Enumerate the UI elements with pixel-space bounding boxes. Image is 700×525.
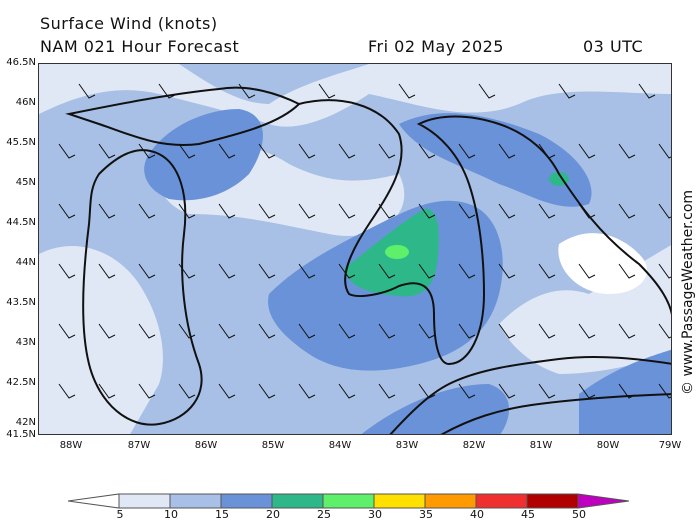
legend-cell bbox=[271, 493, 324, 509]
forecast-time: 03 UTC bbox=[583, 37, 644, 56]
legend-colorbar bbox=[68, 493, 630, 509]
lat-label: 42N bbox=[15, 417, 36, 428]
watermark: © www.PassageWeather.com bbox=[680, 190, 696, 395]
legend-label: 25 bbox=[317, 508, 331, 521]
calm-zone bbox=[558, 233, 648, 294]
watermark-text: © www.PassageWeather.com bbox=[680, 190, 696, 395]
lat-label: 43.5N bbox=[6, 297, 36, 308]
forecast-label: NAM 021 Hour Forecast bbox=[40, 37, 240, 56]
lon-label: 83W bbox=[395, 440, 419, 451]
legend-label: 40 bbox=[470, 508, 484, 521]
lon-label: 86W bbox=[194, 440, 218, 451]
wind-map[interactable] bbox=[38, 63, 672, 435]
lake-erie-shoreline bbox=[389, 355, 671, 434]
legend-label: 5 bbox=[116, 508, 124, 521]
moderate-wind-zone bbox=[144, 109, 263, 201]
legend-label: 45 bbox=[521, 508, 535, 521]
legend-label: 30 bbox=[368, 508, 382, 521]
legend-label: 20 bbox=[266, 508, 280, 521]
legend-cells bbox=[68, 493, 630, 509]
legend-cell bbox=[373, 493, 426, 509]
legend-cell bbox=[220, 493, 273, 509]
lat-label: 45N bbox=[15, 177, 36, 188]
lat-label: 45.5N bbox=[6, 137, 36, 148]
lat-label: 46.5N bbox=[6, 57, 36, 68]
legend-arrow-low bbox=[68, 493, 120, 509]
legend-label: 10 bbox=[164, 508, 178, 521]
lake-michigan-shoreline bbox=[82, 149, 203, 426]
light-wind-zone bbox=[39, 64, 671, 127]
map-title: Surface Wind (knots) bbox=[40, 14, 218, 33]
legend-label: 15 bbox=[215, 508, 229, 521]
coastlines bbox=[65, 86, 671, 434]
lon-label: 82W bbox=[462, 440, 486, 451]
lat-label: 46N bbox=[15, 97, 36, 108]
legend-cell bbox=[424, 493, 477, 509]
lon-label: 81W bbox=[529, 440, 553, 451]
lat-label: 41.5N bbox=[6, 429, 36, 440]
legend-cell bbox=[322, 493, 375, 509]
gale-wind-zone bbox=[385, 245, 409, 259]
lat-label: 44N bbox=[15, 257, 36, 268]
lat-label: 42.5N bbox=[6, 377, 36, 388]
lon-label: 79W bbox=[658, 440, 682, 451]
lon-label: 87W bbox=[127, 440, 151, 451]
lat-label: 43N bbox=[15, 337, 36, 348]
lake-erie-south-shoreline bbox=[440, 393, 671, 434]
legend-label: 35 bbox=[419, 508, 433, 521]
legend-cell bbox=[526, 493, 579, 509]
lon-label: 85W bbox=[261, 440, 285, 451]
forecast-date: Fri 02 May 2025 bbox=[368, 37, 504, 56]
lon-label: 80W bbox=[596, 440, 620, 451]
lat-label: 44.5N bbox=[6, 217, 36, 228]
legend-cell bbox=[475, 493, 528, 509]
legend-cell bbox=[118, 493, 171, 509]
moderate-wind-zone bbox=[399, 113, 592, 207]
map-canvas bbox=[39, 64, 671, 434]
legend-cell bbox=[169, 493, 222, 509]
legend-arrow-high bbox=[577, 493, 630, 509]
light-wind-zone bbox=[39, 246, 163, 434]
lon-label: 88W bbox=[59, 440, 83, 451]
legend-label: 50 bbox=[572, 508, 586, 521]
wind-barbs bbox=[58, 83, 671, 399]
lake-huron-shoreline bbox=[298, 99, 671, 366]
lon-label: 84W bbox=[328, 440, 352, 451]
